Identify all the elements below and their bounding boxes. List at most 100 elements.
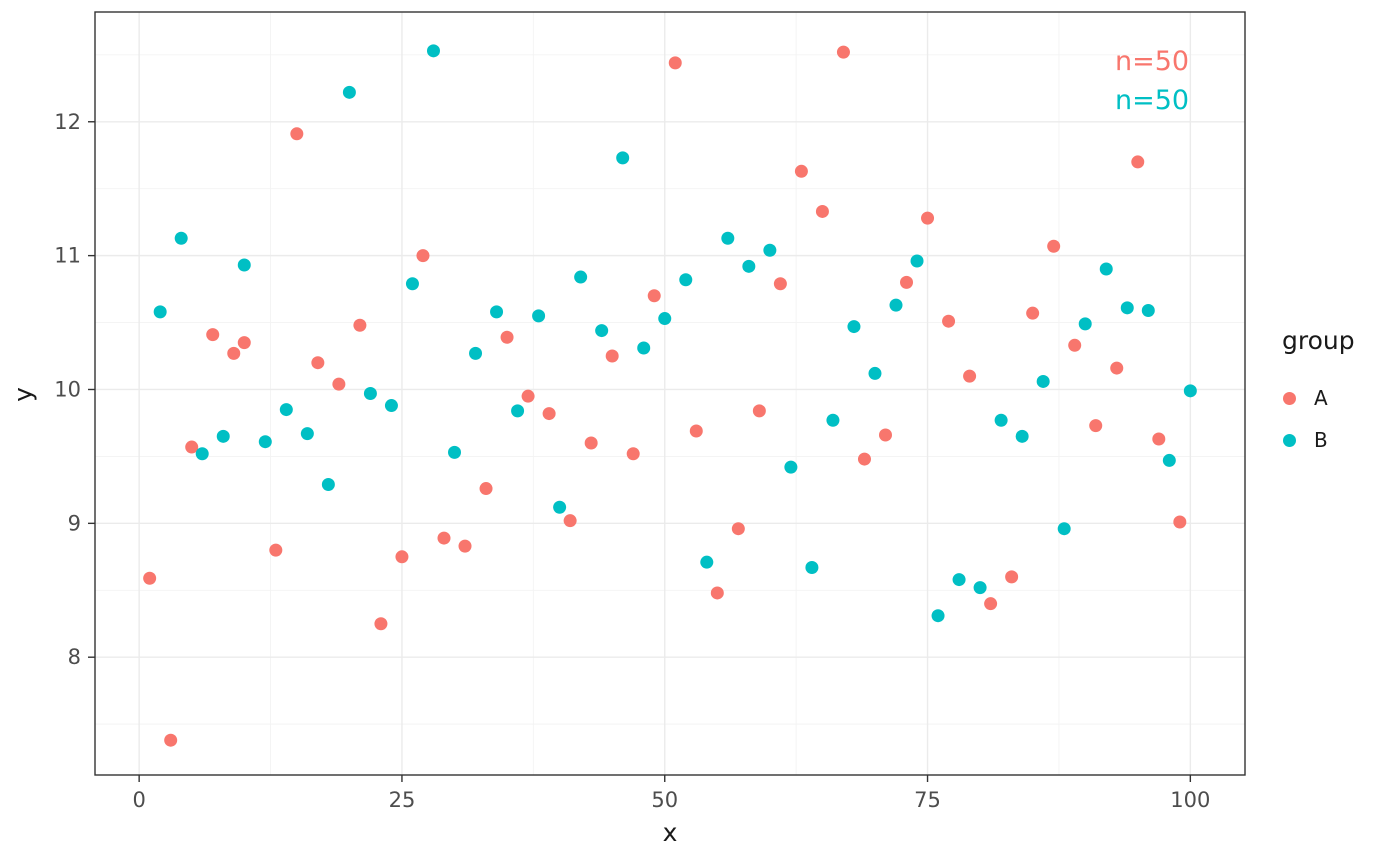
data-point-group-b xyxy=(910,254,924,268)
data-point-group-b xyxy=(1162,453,1176,467)
data-point-group-b xyxy=(868,366,882,380)
annotation-n-group-a: n=50 xyxy=(1114,46,1190,77)
data-point-group-a xyxy=(563,514,577,528)
data-point-group-a xyxy=(836,45,850,59)
data-point-group-a xyxy=(942,314,956,328)
data-point-group-b xyxy=(595,324,609,338)
data-point-group-b xyxy=(658,312,672,326)
x-axis-tick-label: 75 xyxy=(914,788,941,812)
data-point-group-b xyxy=(637,341,651,355)
panel-background xyxy=(95,12,1245,775)
data-point-group-b xyxy=(279,403,293,417)
data-point-group-b xyxy=(532,309,546,323)
data-point-group-a xyxy=(752,404,766,418)
legend-label-b: B xyxy=(1314,428,1328,452)
data-point-group-a xyxy=(206,328,220,342)
data-point-group-b xyxy=(490,305,504,319)
data-point-group-a xyxy=(1131,155,1145,169)
data-point-group-b xyxy=(679,273,693,287)
data-point-group-b xyxy=(1099,262,1113,276)
y-axis-tick-label: 12 xyxy=(54,110,81,134)
data-point-group-a xyxy=(647,289,661,303)
data-point-group-b xyxy=(952,573,966,587)
data-point-group-a xyxy=(1110,361,1124,375)
group-b-dot-icon xyxy=(1282,433,1296,447)
data-point-group-b xyxy=(826,413,840,427)
x-axis-title: x xyxy=(662,818,678,847)
data-point-group-b xyxy=(1078,317,1092,331)
data-point-group-b xyxy=(1057,522,1071,536)
legend-item-a: A xyxy=(1272,377,1355,419)
data-point-group-b xyxy=(448,445,462,459)
y-axis-title: y xyxy=(8,387,38,402)
data-point-group-a xyxy=(353,318,367,332)
x-axis-tick-label: 50 xyxy=(651,788,678,812)
data-point-group-a xyxy=(311,356,325,370)
data-point-group-a xyxy=(857,452,871,466)
data-point-group-b xyxy=(195,447,209,461)
data-point-group-a xyxy=(332,377,346,391)
data-point-group-a xyxy=(1068,338,1082,352)
data-point-group-b xyxy=(258,435,272,449)
data-point-group-a xyxy=(1152,432,1166,446)
data-point-group-b xyxy=(342,85,356,99)
x-axis-tick-label: 25 xyxy=(389,788,416,812)
data-point-group-b xyxy=(174,231,188,245)
data-point-group-a xyxy=(164,733,178,747)
data-point-group-b xyxy=(931,609,945,623)
data-point-group-b xyxy=(805,561,819,575)
y-axis-tick-label: 9 xyxy=(68,511,81,535)
data-point-group-a xyxy=(185,440,199,454)
data-point-group-a xyxy=(668,56,682,70)
data-point-group-b xyxy=(973,581,987,595)
data-point-group-b xyxy=(889,298,903,312)
data-point-group-b xyxy=(426,44,440,58)
data-point-group-a xyxy=(815,204,829,218)
legend: group A B xyxy=(1272,326,1355,461)
data-point-group-a xyxy=(500,330,514,344)
data-point-group-b xyxy=(553,500,567,514)
data-point-group-a xyxy=(626,447,640,461)
data-point-group-a xyxy=(521,389,535,403)
panel-border xyxy=(94,11,1246,776)
data-point-group-a xyxy=(416,249,430,263)
y-axis-tick-label: 10 xyxy=(54,377,81,401)
x-axis-tick-label: 100 xyxy=(1170,788,1210,812)
data-point-group-b xyxy=(237,258,251,272)
group-a-dot-icon xyxy=(1282,391,1296,405)
data-point-group-a xyxy=(584,436,598,450)
data-point-group-a xyxy=(731,522,745,536)
y-axis-tick-label: 8 xyxy=(68,645,81,669)
data-point-group-b xyxy=(742,259,756,273)
data-point-group-a xyxy=(395,550,409,564)
data-point-group-a xyxy=(479,482,493,496)
y-axis-tick-label: 11 xyxy=(54,244,81,268)
data-point-group-a xyxy=(984,597,998,611)
legend-title: group xyxy=(1282,326,1355,355)
data-point-group-a xyxy=(290,127,304,141)
data-point-group-b xyxy=(784,460,798,474)
data-point-group-b xyxy=(469,346,483,360)
data-point-group-a xyxy=(1089,419,1103,433)
data-point-group-b xyxy=(1036,374,1050,388)
data-point-group-a xyxy=(237,336,251,350)
data-point-group-a xyxy=(1005,570,1019,584)
data-point-group-a xyxy=(794,164,808,178)
data-point-group-b xyxy=(763,243,777,257)
data-point-group-a xyxy=(878,428,892,442)
data-point-group-a xyxy=(458,539,472,553)
data-point-group-b xyxy=(700,555,714,569)
data-point-group-a xyxy=(437,531,451,545)
data-point-group-b xyxy=(1183,384,1197,398)
data-point-group-b xyxy=(1015,429,1029,443)
data-point-group-b xyxy=(1120,301,1134,315)
data-point-group-b xyxy=(616,151,630,165)
data-point-group-a xyxy=(921,211,935,225)
legend-item-b: B xyxy=(1272,419,1355,461)
data-point-group-b xyxy=(574,270,588,284)
data-point-group-b xyxy=(511,404,525,418)
data-point-group-a xyxy=(1173,515,1187,529)
data-point-group-a xyxy=(542,407,556,421)
annotation-n-group-b: n=50 xyxy=(1114,85,1190,116)
